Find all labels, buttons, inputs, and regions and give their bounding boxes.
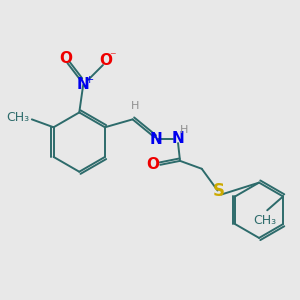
Text: O: O (59, 51, 72, 66)
Text: CH₃: CH₃ (254, 214, 277, 227)
Text: O: O (99, 52, 112, 68)
Text: H: H (180, 125, 188, 135)
Text: N: N (150, 132, 163, 147)
Text: H: H (130, 101, 139, 112)
Text: ⁻: ⁻ (110, 51, 116, 64)
Text: S: S (213, 182, 225, 200)
Text: O: O (146, 157, 159, 172)
Text: N: N (77, 77, 90, 92)
Text: N: N (172, 130, 184, 146)
Text: CH₃: CH₃ (7, 111, 30, 124)
Text: +: + (85, 75, 94, 85)
